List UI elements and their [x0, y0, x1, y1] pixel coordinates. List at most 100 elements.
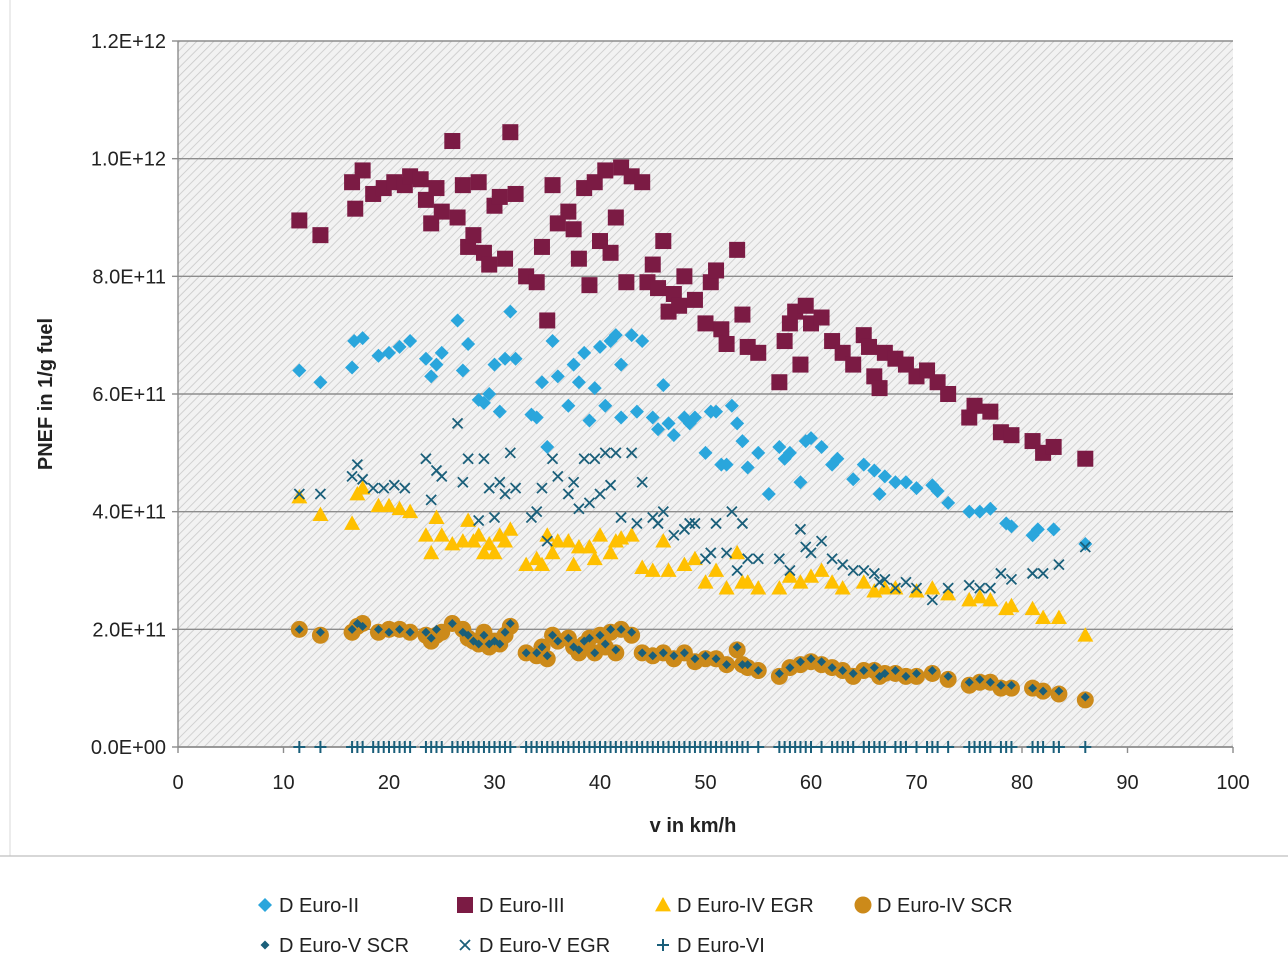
data-point	[457, 476, 469, 488]
data-point	[509, 482, 522, 494]
data-point	[830, 451, 845, 466]
data-point	[686, 291, 703, 308]
x-tick-label: 80	[1011, 772, 1033, 794]
data-point	[753, 666, 763, 676]
series-d-euro-vi	[293, 741, 1092, 753]
data-point	[614, 357, 629, 372]
data-point	[847, 564, 859, 577]
data-point	[943, 671, 953, 681]
data-point	[729, 241, 746, 258]
data-point	[804, 431, 818, 446]
data-point	[858, 564, 870, 577]
data-point	[533, 556, 550, 572]
data-point	[750, 344, 767, 361]
data-point	[719, 457, 734, 472]
legend-marker	[457, 897, 473, 913]
data-point	[384, 627, 394, 637]
y-tick-label: 6.0E+11	[92, 384, 166, 406]
data-point	[403, 334, 418, 349]
data-point	[532, 648, 542, 658]
data-point	[1080, 692, 1090, 702]
data-point	[412, 171, 429, 188]
x-tick-label: 50	[694, 772, 716, 794]
data-point	[562, 488, 574, 500]
data-point	[1054, 686, 1064, 696]
data-point	[1030, 522, 1045, 537]
data-point	[521, 648, 531, 658]
legend-entry: D Euro-V SCR	[260, 935, 409, 957]
data-point	[795, 657, 805, 667]
data-points	[290, 124, 1094, 753]
data-point	[487, 357, 502, 372]
data-point	[615, 511, 627, 524]
data-point	[940, 586, 957, 601]
data-point	[668, 529, 680, 541]
data-point	[782, 445, 797, 460]
data-point	[486, 544, 503, 560]
data-point	[889, 582, 902, 594]
data-point	[584, 633, 594, 643]
series-d-euro-ii	[292, 304, 1093, 552]
data-point	[455, 363, 470, 378]
legend-marker	[657, 939, 669, 951]
data-point	[504, 447, 516, 459]
data-point	[571, 375, 586, 390]
data-point	[1004, 519, 1019, 534]
data-point	[644, 256, 661, 273]
data-point	[927, 666, 937, 676]
data-point	[388, 479, 400, 491]
y-tick-label: 8.0E+11	[92, 266, 166, 288]
data-point	[859, 666, 869, 676]
data-point	[861, 338, 878, 355]
data-point	[661, 416, 676, 431]
data-point	[610, 447, 622, 459]
data-point	[1045, 438, 1062, 455]
data-point	[418, 351, 433, 366]
data-point	[912, 668, 921, 678]
data-point	[995, 567, 1007, 580]
data-point	[600, 639, 610, 649]
series-d-euro-v-egr	[293, 417, 1091, 606]
data-point	[634, 174, 651, 191]
series-d-euro-iv-egr	[291, 480, 1094, 642]
y-tick-label: 2.0E+11	[92, 619, 166, 641]
data-point	[563, 633, 573, 643]
data-point	[838, 666, 848, 676]
data-point	[1046, 522, 1061, 537]
data-point	[878, 741, 891, 753]
data-point	[537, 642, 547, 652]
data-point	[292, 363, 307, 378]
data-point	[494, 476, 506, 488]
data-point	[495, 639, 505, 649]
data-point	[771, 374, 788, 391]
data-point	[502, 521, 519, 536]
data-point	[478, 453, 490, 465]
data-point	[687, 410, 702, 425]
data-point	[910, 741, 923, 753]
data-point	[781, 568, 798, 583]
data-point	[565, 221, 582, 238]
data-point	[433, 527, 450, 542]
data-point	[345, 360, 360, 375]
data-point	[570, 250, 587, 267]
data-point	[553, 636, 563, 646]
data-point	[595, 630, 605, 640]
data-point	[552, 470, 564, 483]
data-point	[730, 416, 745, 431]
data-point	[502, 124, 519, 141]
data-point	[577, 345, 592, 360]
data-point	[560, 533, 577, 548]
data-point	[1003, 597, 1020, 613]
data-point	[848, 668, 858, 678]
legend-marker	[260, 940, 270, 950]
data-point	[657, 506, 669, 518]
data-point	[356, 473, 369, 485]
data-point	[982, 403, 999, 420]
data-point	[996, 680, 1006, 690]
data-point	[924, 580, 941, 595]
data-point	[602, 244, 619, 261]
data-point	[676, 268, 693, 285]
data-point	[635, 334, 650, 349]
data-point	[926, 594, 938, 606]
